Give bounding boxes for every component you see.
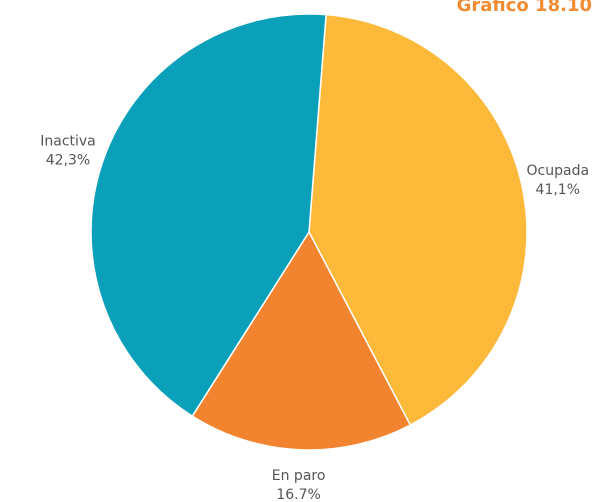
slice-label-inactiva: Inactiva: [40, 134, 96, 150]
slice-value-en-paro: 16.7%: [276, 487, 320, 502]
slice-label-ocupada: Ocupada: [527, 163, 590, 179]
slice-value-ocupada: 41,1%: [536, 182, 580, 198]
pie-slices: [90, 13, 528, 451]
slice-label-en-paro: En paro: [272, 468, 326, 484]
pie-slice-en-paro: [191, 230, 412, 451]
pie-slice-ocupada: [308, 13, 528, 427]
pie-slice-inactiva: [90, 13, 327, 418]
slice-value-inactiva: 42,3%: [46, 153, 90, 169]
pie-labels: Ocupada 41,1% En paro 16.7% Inactiva 42,3%: [40, 134, 589, 502]
figure-number-label: Gráfico 18.10: [456, 0, 592, 16]
